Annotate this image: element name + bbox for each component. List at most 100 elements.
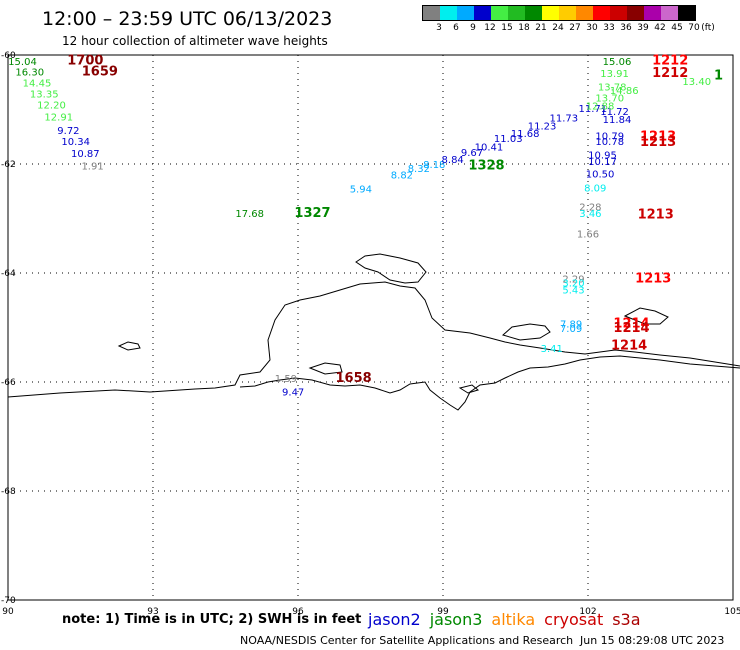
lat-tick-label: -66 bbox=[1, 378, 16, 388]
swh-value: 9.67 bbox=[461, 148, 483, 159]
swh-value: 5.43 bbox=[562, 286, 584, 297]
color-scale-tick: 6 bbox=[453, 23, 459, 33]
color-scale-labels: 3 6 9 12 15 18 21 24 27 30 33 36 39 42 45 70 (ft) bbox=[422, 21, 715, 33]
color-scale-tick: 27 bbox=[569, 23, 581, 33]
lon-tick-label: 96 bbox=[292, 607, 304, 617]
color-scale-bar bbox=[422, 5, 696, 21]
color-scale-tick: 42 bbox=[654, 23, 666, 33]
color-scale-box bbox=[542, 6, 559, 20]
pass-time: 1327 bbox=[294, 206, 330, 221]
swh-value: 13.35 bbox=[30, 90, 59, 101]
swh-value: 10.95 bbox=[588, 151, 617, 162]
credit-text: NOAA/NESDIS Center for Satellite Applica… bbox=[240, 634, 574, 647]
color-scale-tick: 12 bbox=[484, 23, 496, 33]
swh-value: 1.66 bbox=[577, 230, 599, 241]
island-4 bbox=[623, 307, 669, 325]
swh-value: 17.68 bbox=[235, 209, 264, 220]
color-scale-tick: 3 bbox=[436, 23, 442, 33]
swh-value: 11.68 bbox=[511, 129, 540, 140]
swh-value: 10.79 bbox=[595, 131, 624, 142]
color-scale-tick: 9 bbox=[470, 23, 476, 33]
ice-shelf-edge bbox=[239, 355, 740, 411]
color-scale-box bbox=[474, 6, 491, 20]
swh-value: 2.29 bbox=[562, 274, 584, 285]
island-2 bbox=[501, 323, 551, 341]
color-scale-tick: 30 bbox=[586, 23, 598, 33]
swh-value: 3.41 bbox=[541, 344, 563, 355]
swh-value: 11.84 bbox=[603, 115, 632, 126]
swh-value: 10.50 bbox=[586, 170, 615, 181]
swh-value: 12.91 bbox=[44, 112, 73, 123]
island-3 bbox=[117, 341, 141, 351]
swh-value: 12.88 bbox=[586, 102, 615, 113]
pass-time: 1213 bbox=[640, 130, 676, 145]
pass-time: 1214 bbox=[613, 317, 649, 332]
swh-value: 7.89 bbox=[560, 320, 582, 331]
swh-value: 9.72 bbox=[57, 126, 79, 137]
swh-value: 8.32 bbox=[408, 164, 430, 175]
generated-timestamp: Jun 15 08:29:08 UTC 2023 bbox=[580, 634, 725, 647]
swh-value: 7.09 bbox=[560, 324, 582, 335]
pass-time: 1212 bbox=[652, 66, 688, 81]
swh-value: 11.73 bbox=[550, 113, 579, 124]
swh-value: 8.09 bbox=[584, 183, 606, 194]
color-scale-box bbox=[661, 6, 678, 20]
legend-item-altika: altika bbox=[491, 610, 536, 629]
legend-item-jason3: jason3 bbox=[429, 610, 483, 629]
swh-value: 11.71 bbox=[579, 104, 608, 115]
swh-value: 13.91 bbox=[600, 69, 629, 80]
pass-time: 1658 bbox=[335, 371, 371, 386]
color-scale-box bbox=[610, 6, 627, 20]
lat-tick-label: -62 bbox=[1, 160, 16, 170]
lat-tick-label: -64 bbox=[1, 269, 16, 279]
pass-time: 1214 bbox=[611, 338, 647, 353]
island-1 bbox=[355, 253, 427, 284]
swh-value: 15.04 bbox=[8, 57, 37, 68]
island-6 bbox=[458, 384, 480, 394]
swh-value: 8.84 bbox=[442, 155, 464, 166]
pass-time: 1 bbox=[714, 69, 723, 84]
swh-value: 11.72 bbox=[600, 107, 629, 118]
color-scale-tick: 39 bbox=[637, 23, 649, 33]
pass-time: 1214 bbox=[613, 321, 649, 336]
swh-value: 8.82 bbox=[391, 171, 413, 182]
color-scale-tick: 24 bbox=[552, 23, 564, 33]
page-title: 12:00 – 23:59 UTC 06/13/2023 bbox=[42, 8, 333, 30]
color-scale-box bbox=[457, 6, 474, 20]
pass-time: 1700 bbox=[67, 53, 103, 68]
swh-value: 3.46 bbox=[579, 209, 601, 220]
swh-value: 14.86 bbox=[610, 86, 639, 97]
color-scale-box bbox=[423, 6, 440, 20]
legend-item-jason2: jason2 bbox=[368, 610, 421, 629]
color-scale-tick: 70 bbox=[688, 23, 700, 33]
swh-value: 8.18 bbox=[423, 160, 445, 171]
page-subtitle: 12 hour collection of altimeter wave hei… bbox=[62, 34, 328, 48]
map-grid: 90 93 96 99 102 105 -60 -62 -64 -66 -68 -70 bbox=[1, 51, 740, 617]
color-scale-box bbox=[491, 6, 508, 20]
color-scale-tick: 18 bbox=[518, 23, 530, 33]
color-scale-box bbox=[576, 6, 593, 20]
swh-value: 13.70 bbox=[595, 93, 624, 104]
lat-tick-label: -60 bbox=[1, 51, 16, 61]
swh-value: 1.59 bbox=[275, 374, 297, 385]
swh-value: 9.47 bbox=[282, 388, 304, 399]
lat-tick-label: -68 bbox=[1, 487, 16, 497]
swh-value: 5.94 bbox=[350, 184, 372, 195]
swh-value: 1.91 bbox=[81, 161, 103, 172]
pass-time: 1213 bbox=[640, 135, 676, 150]
color-scale: 3 6 9 12 15 18 21 24 27 30 33 36 39 42 45 70 (ft) bbox=[422, 5, 715, 33]
note-text: note: 1) Time is in UTC; 2) SWH is in fe… bbox=[62, 612, 362, 627]
color-scale-box bbox=[440, 6, 457, 20]
color-scale-box bbox=[678, 6, 695, 20]
color-scale-box bbox=[525, 6, 542, 20]
island-5 bbox=[308, 362, 343, 375]
satellite-legend: jason2 jason3 altika cryosat s3a bbox=[368, 610, 650, 629]
swh-value: 10.78 bbox=[595, 137, 624, 148]
pass-time: 1659 bbox=[82, 65, 118, 80]
swh-value: 3.20 bbox=[562, 279, 584, 290]
lat-tick-label: -70 bbox=[1, 596, 16, 606]
color-scale-tick: 15 bbox=[501, 23, 513, 33]
color-scale-tick: 45 bbox=[671, 23, 683, 33]
